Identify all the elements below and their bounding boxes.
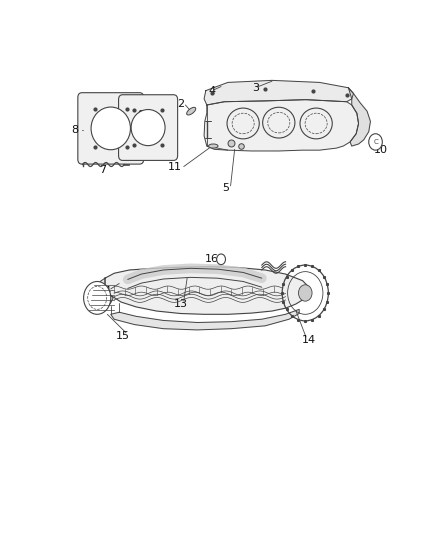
Ellipse shape — [131, 109, 165, 146]
Text: C: C — [373, 139, 378, 145]
Text: 14: 14 — [302, 335, 316, 345]
Text: 12: 12 — [172, 99, 186, 109]
Text: 6: 6 — [107, 110, 114, 120]
Text: 13: 13 — [173, 298, 187, 309]
Text: 10: 10 — [374, 145, 388, 155]
Text: 11: 11 — [168, 163, 182, 172]
Polygon shape — [204, 100, 359, 151]
Text: 14: 14 — [98, 286, 112, 295]
Text: 15: 15 — [116, 330, 130, 341]
Text: 5: 5 — [223, 183, 230, 193]
Polygon shape — [87, 278, 113, 311]
Ellipse shape — [187, 107, 196, 115]
Polygon shape — [105, 266, 309, 314]
Text: 16: 16 — [205, 254, 219, 264]
Circle shape — [217, 254, 226, 265]
Polygon shape — [204, 80, 353, 105]
FancyBboxPatch shape — [78, 93, 144, 164]
Polygon shape — [111, 309, 299, 330]
Ellipse shape — [91, 107, 131, 150]
Text: 9: 9 — [138, 110, 145, 120]
Circle shape — [369, 134, 382, 150]
Circle shape — [298, 285, 312, 301]
Text: 4: 4 — [208, 86, 215, 95]
Circle shape — [84, 281, 111, 314]
Ellipse shape — [208, 144, 218, 148]
Text: 8: 8 — [71, 125, 78, 135]
Polygon shape — [348, 88, 371, 146]
FancyBboxPatch shape — [119, 95, 178, 160]
Text: 7: 7 — [99, 165, 106, 175]
Text: 3: 3 — [253, 83, 260, 93]
